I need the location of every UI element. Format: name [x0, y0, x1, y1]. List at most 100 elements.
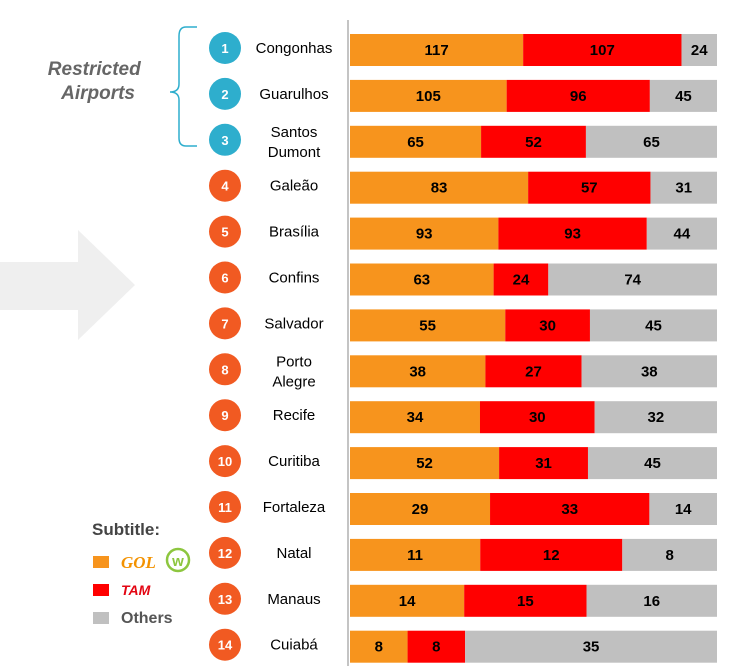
data-label-gol: 52	[416, 455, 433, 472]
bar-gol	[350, 217, 499, 250]
bar-tam	[407, 630, 466, 663]
bar-gol	[350, 584, 465, 617]
legend-title: Subtitle:	[92, 520, 160, 539]
data-label-others: 24	[691, 42, 708, 59]
airport-name-line: Alegre	[272, 373, 315, 390]
rank-badge	[209, 169, 241, 202]
rank-badge	[209, 353, 241, 386]
bar-gol	[350, 309, 506, 342]
airport-name: Salvador	[264, 315, 323, 332]
airport-name-line: Dumont	[268, 144, 321, 161]
airport-name: Manaus	[267, 591, 320, 608]
row-11: 11 Fortaleza 29 33 14	[209, 491, 717, 525]
airport-name-line: Cuiabá	[270, 637, 318, 654]
rank-badge	[209, 445, 241, 478]
rank-badge	[209, 77, 241, 110]
data-label-tam: 31	[535, 455, 552, 472]
data-label-others: 45	[644, 455, 661, 472]
row-4: 4 Galeão 83 57 31	[209, 169, 717, 204]
data-label-tam: 8	[432, 639, 440, 656]
rank-number: 11	[218, 500, 232, 515]
airport-name-line: Guarulhos	[259, 86, 328, 103]
rank-number: 3	[221, 133, 228, 148]
airport-name: Porto Alegre	[272, 353, 315, 390]
airport-name: Cuiabá	[270, 637, 318, 654]
data-label-tam: 93	[564, 226, 581, 243]
restricted-label-line-1: Restricted	[48, 59, 141, 80]
data-label-others: 31	[675, 180, 692, 197]
airport-name-line: Santos	[271, 124, 318, 141]
data-label-gol: 34	[407, 409, 424, 426]
gol-logo-w-badge	[165, 547, 191, 573]
airport-name-line: Confins	[269, 270, 320, 287]
data-label-tam: 33	[561, 501, 578, 518]
airport-name-line: Manaus	[267, 591, 320, 608]
bar-tam	[479, 401, 595, 434]
airport-name-line: Recife	[273, 407, 316, 424]
restricted-label-line-2: Airports	[60, 83, 135, 104]
rank-badge	[209, 261, 241, 294]
rank-number: 14	[218, 638, 233, 653]
rank-badge	[209, 628, 241, 661]
bar-tam	[499, 447, 588, 480]
airport-name-line: Porto	[276, 353, 312, 370]
bar-others	[465, 630, 717, 663]
bar-gol	[350, 125, 482, 158]
rank-badge	[209, 399, 241, 432]
bar-others	[649, 79, 717, 112]
airport-name: Natal	[276, 545, 311, 562]
row-8: 8 Porto Alegre 38 27 38	[209, 353, 717, 390]
background-arrow	[0, 230, 135, 340]
data-label-gol: 105	[416, 88, 441, 105]
bar-others	[594, 401, 717, 434]
data-label-tam: 96	[570, 88, 587, 105]
rank-number: 4	[221, 179, 229, 194]
data-label-others: 38	[641, 363, 658, 380]
rank-number: 9	[221, 408, 228, 423]
data-label-others: 8	[665, 547, 673, 564]
restricted-airports-label: Restricted Airports	[48, 59, 146, 104]
bar-gol	[350, 171, 529, 204]
bar-tam	[464, 584, 587, 617]
gol-logo: GOL	[121, 553, 156, 572]
legend-label-others: Others	[121, 610, 173, 627]
bar-tam	[523, 34, 682, 66]
row-9: 9 Recife 34 30 32	[209, 399, 717, 434]
airport-name-line: Natal	[276, 545, 311, 562]
row-13: 13 Manaus 14 15 16	[209, 582, 717, 617]
row-2: 2 Guarulhos 105 96 45	[209, 77, 717, 112]
bar-others	[581, 355, 717, 388]
rank-badge	[209, 32, 241, 64]
chart-rows: 1 Congonhas 117 107 242 Guarulhos 105 96 453 Sant…	[209, 32, 717, 663]
bar-tam	[506, 79, 650, 112]
airport-name: Fortaleza	[263, 499, 326, 516]
rank-badge	[209, 307, 241, 340]
data-label-gol: 93	[416, 226, 433, 243]
row-14: 14 Cuiabá 8 8 35	[209, 628, 717, 663]
airport-name: Curitiba	[268, 453, 320, 470]
data-label-tam: 30	[529, 409, 546, 426]
airport-name-line: Galeão	[270, 178, 318, 195]
rank-number: 12	[218, 546, 232, 561]
data-label-others: 44	[674, 226, 691, 243]
bar-others	[589, 309, 717, 342]
airport-name: Confins	[269, 270, 320, 287]
bar-tam	[485, 355, 582, 388]
bar-tam	[505, 309, 590, 342]
airport-name-line: Salvador	[264, 315, 323, 332]
bar-gol	[350, 355, 486, 388]
row-6: 6 Confins 63 24 74	[209, 261, 717, 296]
row-3: 3 Santos Dumont 65 52 65	[209, 123, 717, 161]
row-10: 10 Curitiba 52 31 45	[209, 445, 717, 480]
data-label-gol: 65	[407, 134, 424, 151]
row-5: 5 Brasília 93 93 44	[209, 215, 717, 250]
airport-name: Recife	[273, 407, 316, 424]
data-label-gol: 117	[424, 42, 448, 59]
data-label-tam: 12	[543, 547, 560, 564]
legend-swatch-gol	[93, 556, 109, 568]
data-label-tam: 52	[525, 134, 542, 151]
rank-badge	[209, 215, 241, 248]
data-label-tam: 30	[539, 317, 556, 334]
data-label-gol: 11	[407, 547, 423, 564]
data-label-tam: 57	[581, 180, 598, 197]
